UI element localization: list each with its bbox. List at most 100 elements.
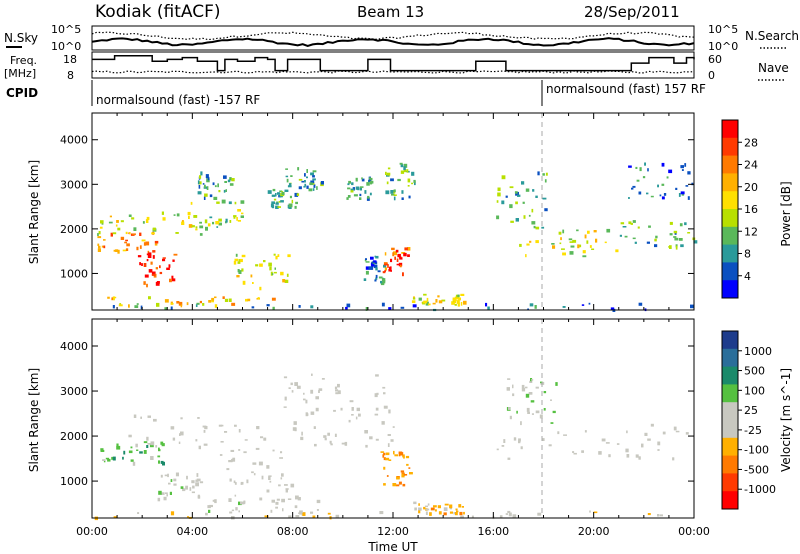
heatmap-cell (122, 249, 127, 252)
heatmap-cell (512, 393, 515, 397)
heatmap-cell (371, 261, 374, 264)
heatmap-cell (335, 514, 340, 518)
heatmap-cell (147, 443, 151, 445)
heatmap-cell (271, 499, 275, 503)
heatmap-cell (367, 195, 370, 199)
heatmap-cell (401, 197, 404, 200)
heatmap-cell (432, 302, 436, 305)
heatmap-cell (209, 504, 213, 508)
heatmap-cell (290, 483, 295, 488)
heatmap-cell (311, 182, 315, 185)
nsky-traces (91, 31, 695, 47)
heatmap-cell (275, 501, 279, 505)
heatmap-cell (452, 297, 457, 302)
heatmap-cell (247, 298, 251, 302)
heatmap-cell (278, 484, 281, 487)
heatmap-cell (334, 433, 337, 437)
heatmap-cell (264, 515, 269, 518)
heatmap-cell (129, 232, 131, 235)
velocity-colorbar-tick-label: 100 (744, 384, 765, 397)
heatmap-cell (164, 299, 169, 303)
heatmap-cell (393, 196, 396, 201)
heatmap-cell (347, 195, 351, 198)
heatmap-cell (655, 235, 658, 239)
power-colorbar-tick-label: 12 (744, 225, 758, 238)
heatmap-cell (161, 211, 164, 215)
heatmap-cell (392, 483, 397, 487)
heatmap-cell (224, 298, 228, 302)
heatmap-cell (290, 175, 293, 177)
heatmap-cell (195, 482, 199, 487)
heatmap-cell (310, 511, 314, 514)
velocity-panel: Slant Range [km] 1000 2000 3000 4000 (27, 318, 695, 521)
heatmap-cell (214, 185, 217, 188)
heatmap-cell (458, 504, 462, 508)
heatmap-cell (125, 248, 129, 251)
heatmap-cell (310, 305, 314, 309)
heatmap-cell (414, 507, 417, 511)
heatmap-cell (388, 459, 392, 461)
heatmap-cell (180, 486, 184, 489)
heatmap-cell (113, 516, 118, 519)
heatmap-cell (271, 201, 275, 204)
heatmap-cell (296, 193, 300, 196)
heatmap-cell (562, 252, 566, 256)
heatmap-cell (124, 241, 127, 244)
heatmap-cell (255, 264, 259, 267)
heatmap-cell (176, 301, 180, 304)
heatmap-cell (207, 223, 211, 227)
heatmap-cell (408, 195, 411, 199)
heatmap-cell (301, 431, 303, 436)
heatmap-cell (364, 259, 367, 262)
x-tick-label: 00:00 (76, 525, 108, 538)
heatmap-cell (229, 220, 232, 223)
heatmap-cell (330, 443, 333, 446)
heatmap-cell (143, 242, 147, 246)
heatmap-cell (646, 241, 650, 244)
heatmap-cell (202, 303, 205, 306)
heatmap-cell (285, 488, 289, 490)
heatmap-cell (195, 439, 198, 442)
heatmap-cell (122, 456, 124, 460)
x-tick-label: 20:00 (578, 525, 610, 538)
heatmap-cell (288, 203, 293, 208)
heatmap-cell (204, 193, 208, 197)
heatmap-cell (628, 221, 632, 225)
heatmap-cell (225, 189, 227, 192)
heatmap-cell (224, 431, 228, 433)
heatmap-cell (551, 243, 555, 245)
heatmap-cell (236, 275, 240, 278)
heatmap-cell (669, 245, 672, 249)
velocity-colorbar-band (722, 366, 738, 385)
heatmap-cell (196, 302, 200, 305)
heatmap-cell (209, 194, 213, 198)
heatmap-cell (647, 168, 649, 172)
heatmap-cell (505, 513, 508, 515)
heatmap-cell (381, 278, 386, 282)
heatmap-cell (227, 179, 231, 183)
heatmap-cell (588, 302, 591, 305)
heatmap-cell (402, 483, 406, 487)
power-colorbar-label: Power [dB] (779, 181, 793, 246)
heatmap-cell (211, 297, 215, 301)
heatmap-cell (535, 195, 538, 198)
heatmap-cell (383, 457, 386, 461)
heatmap-cell (219, 454, 223, 456)
heatmap-cell (202, 183, 205, 185)
heatmap-cell (187, 516, 189, 519)
heatmap-cell (309, 182, 313, 186)
heatmap-cell (316, 509, 319, 511)
nsearch-tick-bottom: 10^0 (708, 40, 738, 53)
power-colorbar-band (722, 209, 738, 228)
heatmap-cell (251, 306, 255, 309)
heatmap-cell (206, 178, 210, 183)
heatmap-cell (648, 225, 651, 228)
heatmap-cell (237, 261, 241, 264)
heatmap-cell (302, 512, 306, 516)
heatmap-cell (154, 240, 159, 244)
x-axis-label: Time UT (367, 540, 418, 554)
heatmap-cell (497, 187, 501, 192)
heatmap-cell (180, 417, 183, 420)
heatmap-cell (128, 304, 130, 308)
power-colorbar-band (722, 120, 738, 139)
